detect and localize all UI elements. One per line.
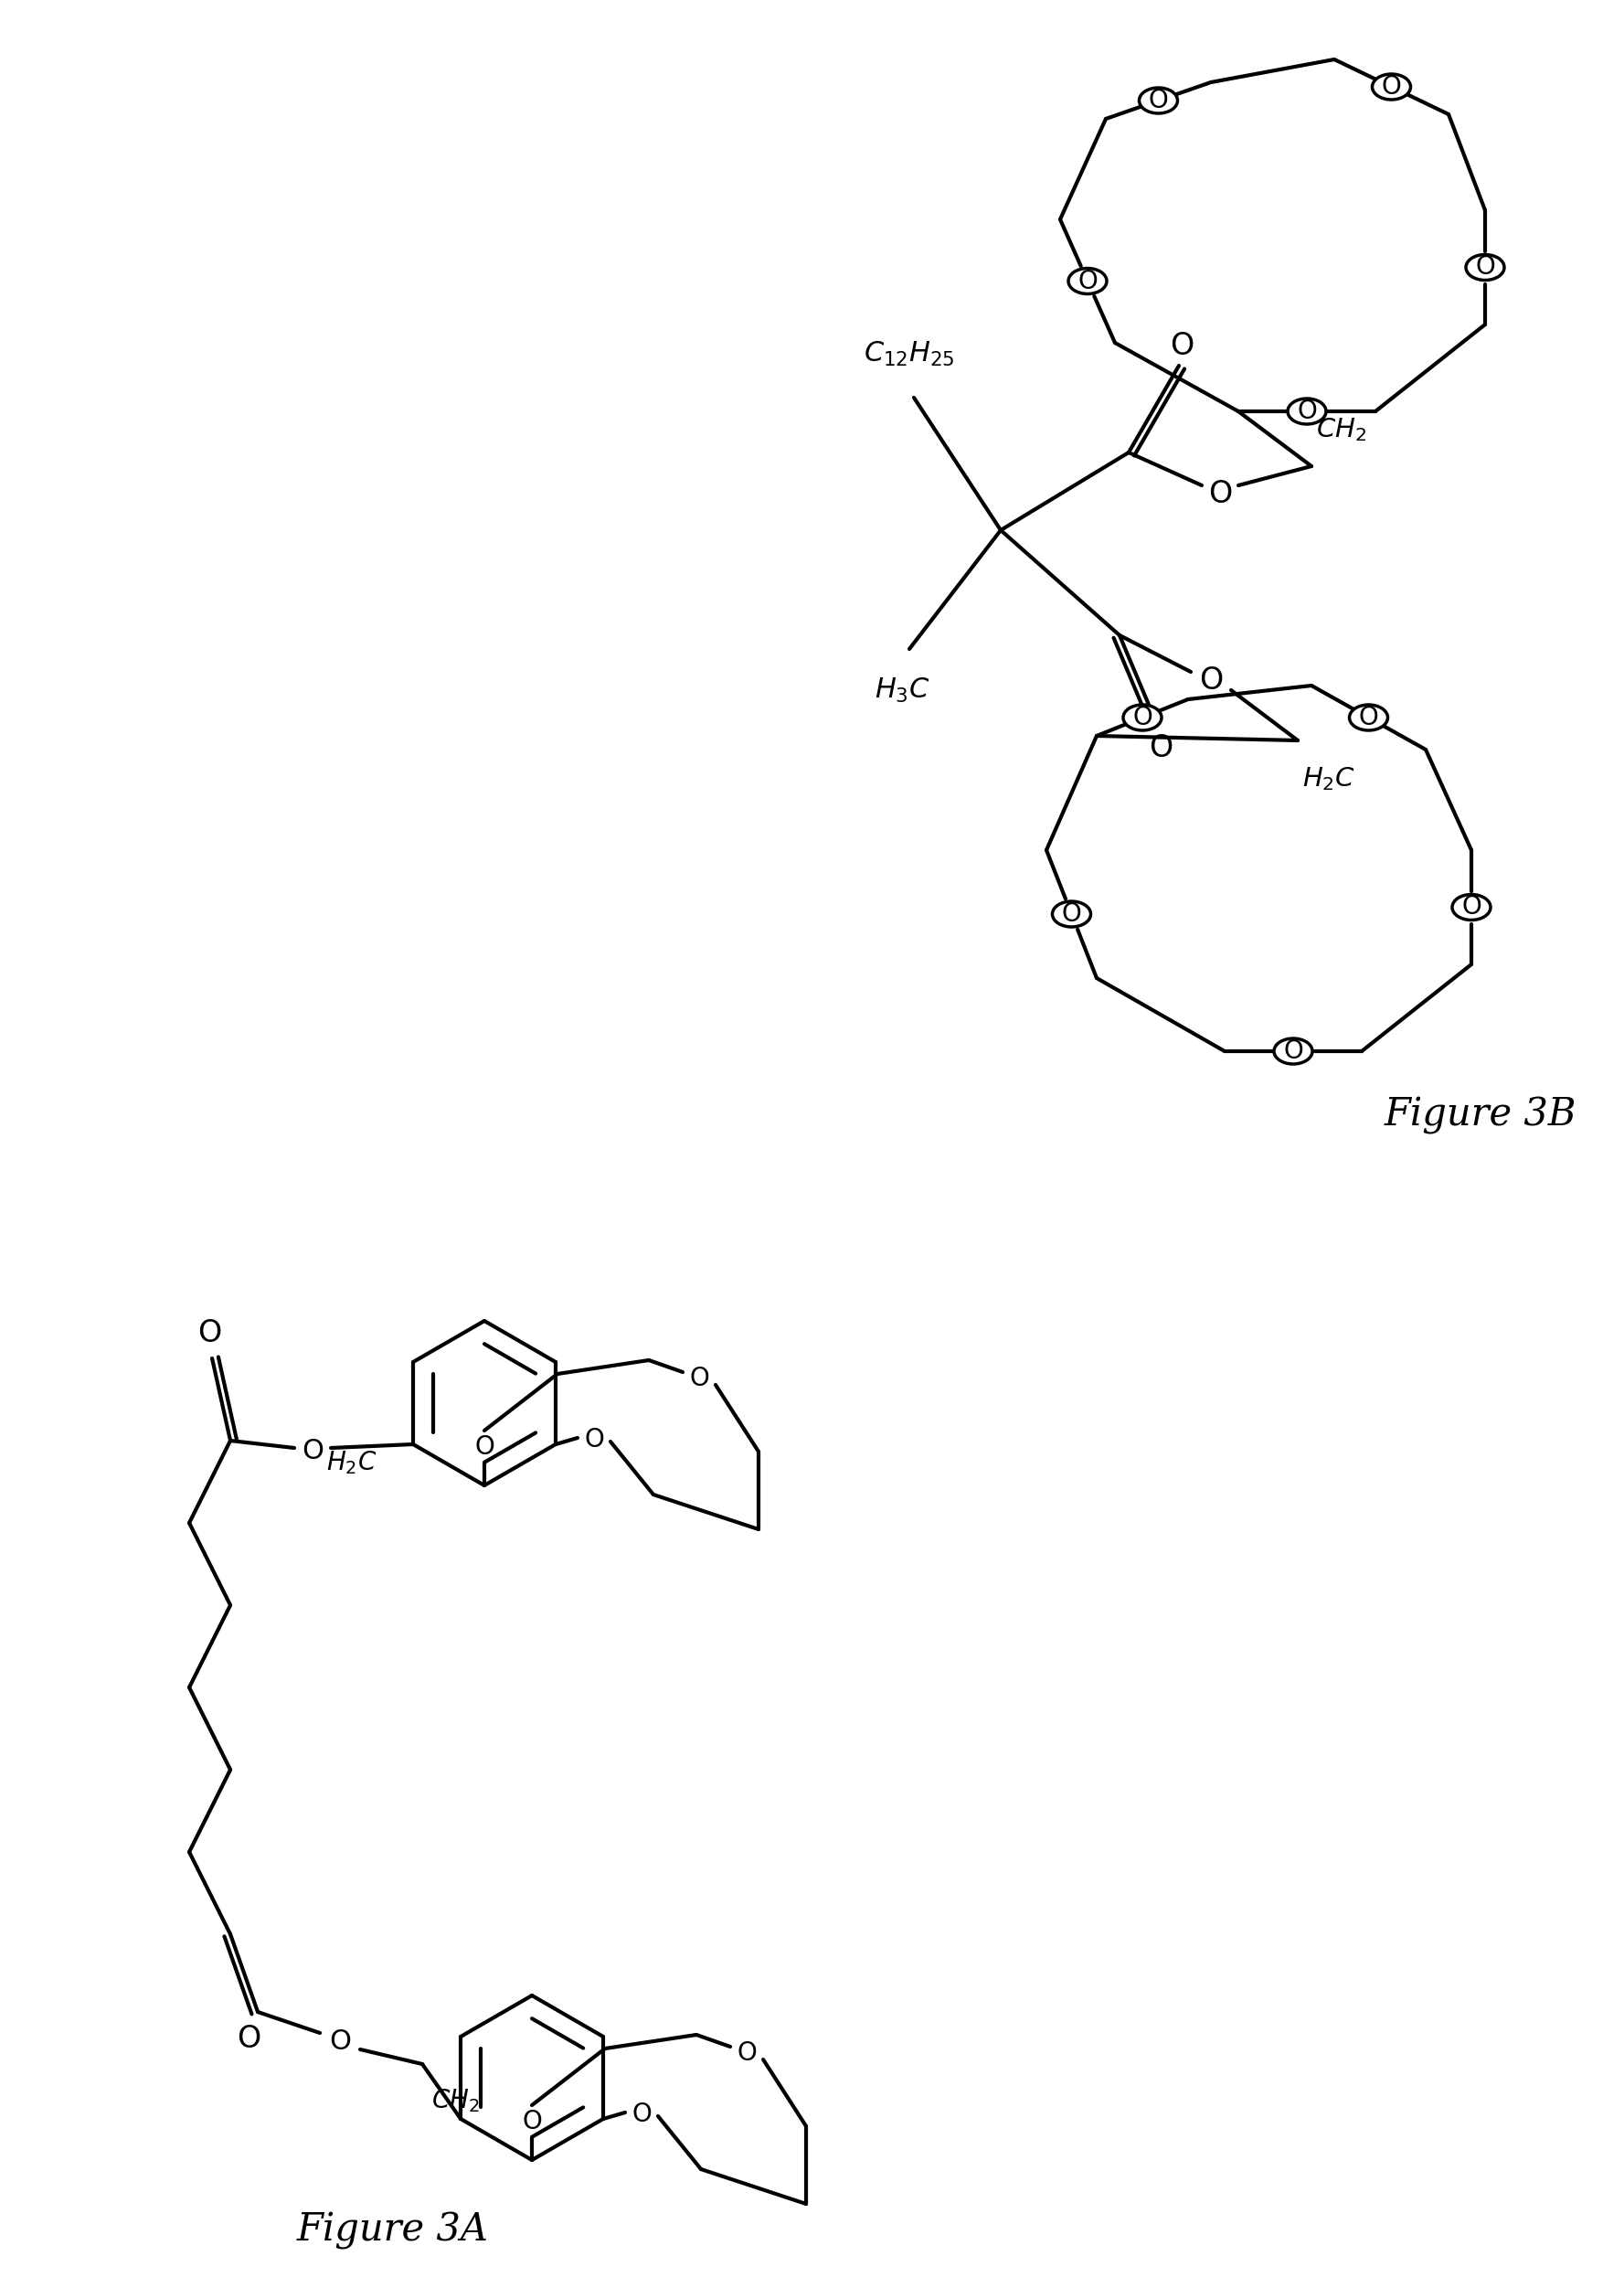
Ellipse shape (1452, 895, 1491, 920)
Ellipse shape (1138, 87, 1177, 114)
Text: $CH_2$: $CH_2$ (432, 2087, 479, 2114)
Text: O: O (737, 2041, 757, 2066)
Text: O: O (689, 1366, 710, 1391)
Ellipse shape (1372, 73, 1411, 101)
Text: O: O (1148, 87, 1168, 114)
Text: O: O (474, 1435, 494, 1460)
Text: O: O (237, 2025, 260, 2055)
Ellipse shape (1466, 254, 1504, 279)
Text: $C_{12}H_{25}$: $C_{12}H_{25}$ (864, 339, 955, 368)
Text: O: O (521, 2110, 542, 2135)
Ellipse shape (1069, 268, 1106, 293)
Text: O: O (1462, 895, 1481, 920)
Text: O: O (1078, 268, 1098, 293)
Text: O: O (302, 1439, 323, 1464)
Text: O: O (585, 1428, 604, 1453)
Text: $H_2C$: $H_2C$ (326, 1448, 377, 1476)
Text: O: O (632, 2100, 651, 2128)
Text: $H_2C$: $H_2C$ (1302, 764, 1354, 792)
Ellipse shape (1350, 705, 1389, 730)
Text: $H_3C$: $H_3C$ (874, 675, 929, 705)
Text: Figure 3A: Figure 3A (297, 2210, 489, 2249)
Text: $CH_2$: $CH_2$ (1315, 416, 1366, 444)
Ellipse shape (1052, 901, 1091, 927)
Text: O: O (1283, 1039, 1302, 1064)
Text: O: O (330, 2027, 351, 2055)
Ellipse shape (1124, 705, 1161, 730)
Text: O: O (1132, 705, 1153, 730)
Text: O: O (1148, 732, 1173, 762)
Text: O: O (1382, 73, 1402, 101)
Text: O: O (1359, 705, 1379, 730)
Text: O: O (1169, 329, 1194, 362)
Text: O: O (1475, 254, 1496, 279)
Text: O: O (1208, 478, 1233, 508)
Ellipse shape (1288, 398, 1327, 423)
Text: O: O (1062, 901, 1082, 927)
Text: O: O (1199, 666, 1223, 696)
Text: O: O (198, 1318, 221, 1348)
Text: Figure 3B: Figure 3B (1384, 1096, 1577, 1135)
Ellipse shape (1273, 1039, 1312, 1064)
Text: O: O (1298, 398, 1317, 423)
